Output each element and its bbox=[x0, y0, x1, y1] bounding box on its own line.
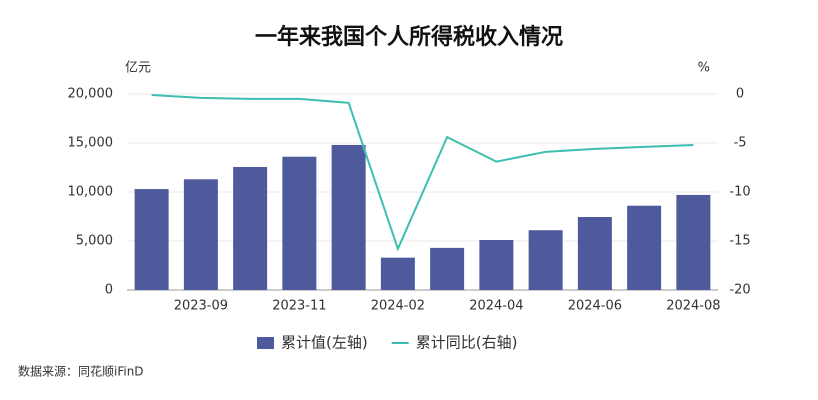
bar bbox=[577, 216, 612, 290]
y2-axis-unit: % bbox=[698, 61, 710, 76]
x-tick-label: 2024-04 bbox=[469, 299, 523, 314]
y-tick-label: 15,000 bbox=[68, 136, 114, 151]
y2-tick-label: 0 bbox=[736, 87, 744, 102]
legend-label: 累计同比(右轴) bbox=[416, 334, 518, 352]
x-tick-label: 2024-02 bbox=[371, 299, 425, 314]
bar bbox=[134, 189, 169, 290]
source-note: 数据来源：同花顺iFinD bbox=[18, 364, 144, 379]
y2-tick-label: -20 bbox=[729, 283, 750, 298]
bar bbox=[479, 240, 514, 290]
bar bbox=[233, 167, 268, 290]
bar bbox=[282, 156, 317, 290]
y-tick-label: 0 bbox=[105, 283, 113, 298]
x-tick-label: 2024-08 bbox=[666, 299, 720, 314]
y-tick-label: 5,000 bbox=[76, 234, 113, 249]
x-tick-label: 2023-09 bbox=[174, 299, 228, 314]
bar bbox=[676, 194, 711, 290]
bar bbox=[331, 144, 366, 290]
legend-label: 累计值(左轴) bbox=[281, 334, 368, 352]
bar bbox=[430, 247, 465, 290]
y-tick-label: 10,000 bbox=[68, 185, 114, 200]
y2-tick-label: -5 bbox=[734, 136, 747, 151]
x-tick-label: 2023-11 bbox=[272, 299, 326, 314]
legend-swatch bbox=[257, 337, 274, 349]
chart-title: 一年来我国个人所得税收入情况 bbox=[255, 24, 563, 50]
y2-tick-label: -15 bbox=[729, 234, 750, 249]
x-tick-label: 2024-06 bbox=[568, 299, 622, 314]
y-axis-unit: 亿元 bbox=[125, 61, 151, 76]
bar bbox=[380, 257, 415, 290]
y-tick-label: 20,000 bbox=[68, 87, 114, 102]
bar bbox=[183, 179, 218, 290]
bar bbox=[627, 205, 662, 290]
line bbox=[151, 93, 694, 252]
y2-tick-label: -10 bbox=[729, 185, 750, 200]
bar bbox=[528, 230, 563, 290]
